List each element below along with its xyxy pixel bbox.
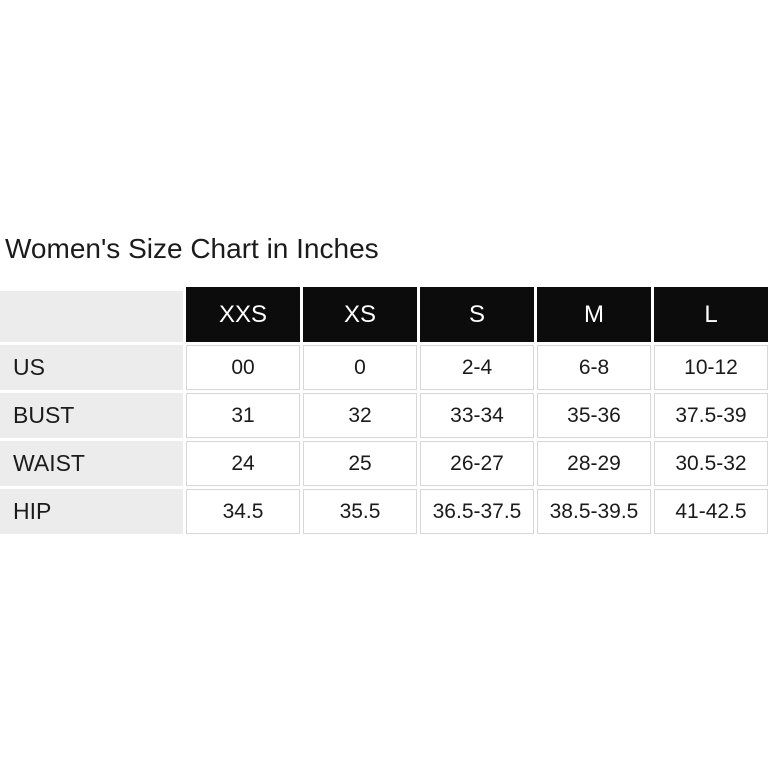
size-chart-table: XXS XS S M L US 00 0 2-4 6-8 10-12 BUST …: [0, 287, 768, 534]
cell-hip-l: 41-42.5: [654, 489, 768, 534]
cell-us-xxs: 00: [186, 345, 300, 390]
cell-hip-xxs: 34.5: [186, 489, 300, 534]
column-header-xxs: XXS: [186, 287, 300, 342]
cell-waist-m: 28-29: [537, 441, 651, 486]
column-header-m: M: [537, 287, 651, 342]
row-header-hip: HIP: [0, 489, 183, 534]
table-corner-cell: [0, 287, 183, 342]
cell-hip-xs: 35.5: [303, 489, 417, 534]
cell-bust-xs: 32: [303, 393, 417, 438]
cell-waist-l: 30.5-32: [654, 441, 768, 486]
cell-hip-m: 38.5-39.5: [537, 489, 651, 534]
column-header-xs: XS: [303, 287, 417, 342]
column-header-s: S: [420, 287, 534, 342]
row-header-bust: BUST: [0, 393, 183, 438]
cell-bust-m: 35-36: [537, 393, 651, 438]
cell-bust-xxs: 31: [186, 393, 300, 438]
row-header-waist: WAIST: [0, 441, 183, 486]
cell-bust-l: 37.5-39: [654, 393, 768, 438]
cell-bust-s: 33-34: [420, 393, 534, 438]
cell-waist-s: 26-27: [420, 441, 534, 486]
column-header-l: L: [654, 287, 768, 342]
cell-waist-xxs: 24: [186, 441, 300, 486]
cell-waist-xs: 25: [303, 441, 417, 486]
size-chart-title: Women's Size Chart in Inches: [5, 233, 379, 264]
cell-hip-s: 36.5-37.5: [420, 489, 534, 534]
cell-us-xs: 0: [303, 345, 417, 390]
cell-us-m: 6-8: [537, 345, 651, 390]
cell-us-s: 2-4: [420, 345, 534, 390]
cell-us-l: 10-12: [654, 345, 768, 390]
row-header-us: US: [0, 345, 183, 390]
